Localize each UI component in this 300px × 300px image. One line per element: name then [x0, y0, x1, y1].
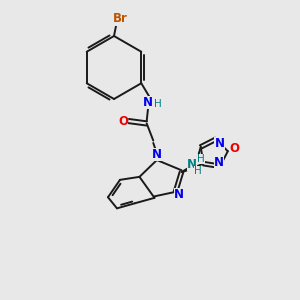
Text: Br: Br [112, 12, 128, 26]
Text: O: O [118, 115, 128, 128]
Text: N: N [174, 188, 184, 201]
Text: N: N [214, 137, 224, 150]
Text: N: N [152, 148, 162, 161]
Text: H: H [194, 166, 202, 176]
Text: N: N [143, 96, 153, 109]
Text: H: H [154, 99, 162, 109]
Text: N: N [187, 158, 197, 170]
Text: H: H [197, 154, 205, 164]
Text: O: O [230, 142, 239, 155]
Text: N: N [214, 156, 224, 169]
